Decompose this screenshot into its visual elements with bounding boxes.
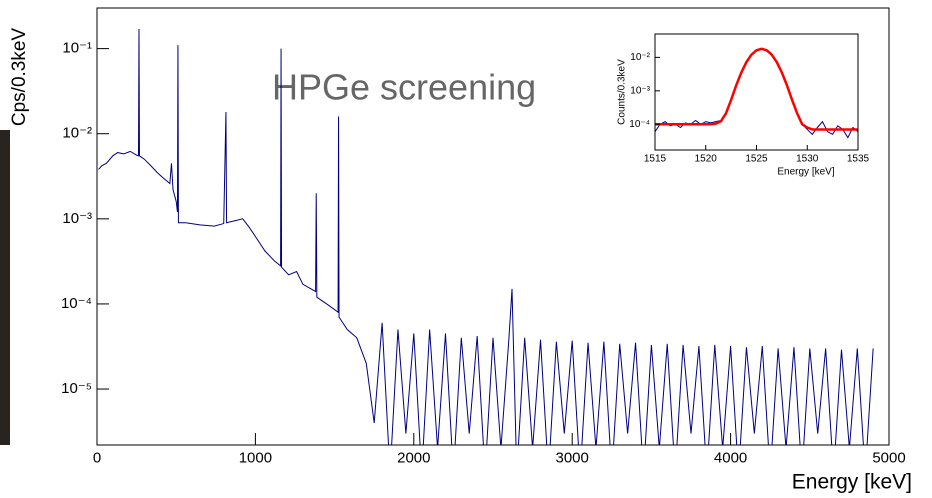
y-tick-label: 10⁻³ bbox=[630, 85, 650, 96]
annotation: HPGe screening bbox=[272, 67, 536, 108]
x-tick-label: 1515 bbox=[644, 154, 667, 165]
x-tick-label: 4000 bbox=[714, 449, 747, 466]
y-tick-label: 10⁻³ bbox=[62, 210, 92, 227]
inset-y-axis-label: Counts/0.3keV bbox=[617, 59, 628, 125]
x-tick-label: 5000 bbox=[872, 449, 905, 466]
x-tick-label: 1530 bbox=[796, 154, 819, 165]
y-tick-label: 10⁻¹ bbox=[62, 40, 92, 57]
plot-area bbox=[655, 47, 858, 139]
series-line bbox=[655, 47, 858, 131]
x-tick-label: 1525 bbox=[745, 154, 768, 165]
y-tick-label: 10⁻² bbox=[630, 52, 650, 63]
x-axis-label: Energy [keV] bbox=[792, 471, 912, 494]
x-tick-label: 1520 bbox=[695, 154, 718, 165]
x-tick-label: 2000 bbox=[397, 449, 430, 466]
plot-area bbox=[98, 28, 874, 445]
background-photo-strip bbox=[0, 130, 10, 445]
x-tick-label: 1535 bbox=[847, 154, 870, 165]
y-axis-label: Cps/0.3keV bbox=[9, 28, 30, 127]
y-tick-label: 10⁻⁴ bbox=[629, 119, 650, 130]
x-tick-label: 0 bbox=[93, 449, 101, 466]
x-tick-label: 1000 bbox=[239, 449, 272, 466]
x-tick-label: 3000 bbox=[556, 449, 589, 466]
series-line bbox=[98, 28, 874, 445]
y-tick-label: 10⁻⁴ bbox=[61, 295, 92, 312]
inset-x-axis-label: Energy [keV] bbox=[777, 167, 834, 178]
y-tick-label: 10⁻² bbox=[62, 125, 92, 142]
y-tick-label: 10⁻⁵ bbox=[61, 380, 92, 397]
plot-frame bbox=[96, 7, 890, 446]
